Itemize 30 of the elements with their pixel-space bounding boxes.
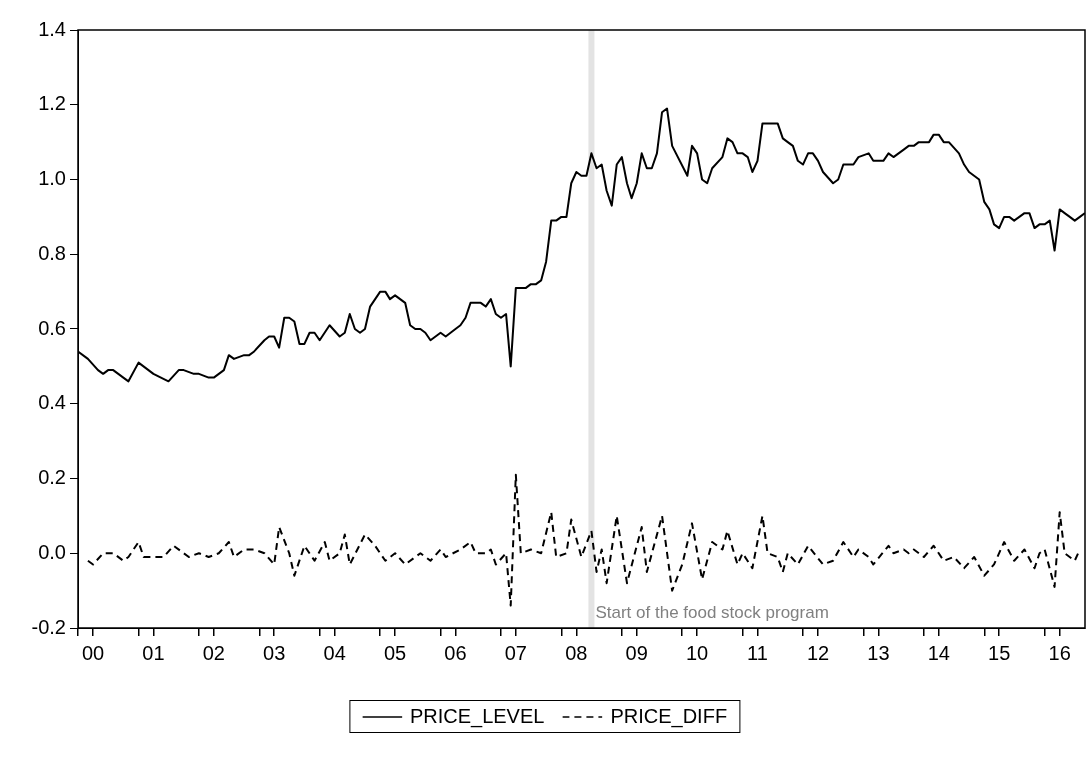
x-tick-label: 02 bbox=[202, 641, 225, 664]
x-tick-label: 01 bbox=[142, 641, 165, 664]
y-tick-label: 0.0 bbox=[38, 540, 66, 563]
x-tick-label: 05 bbox=[383, 641, 407, 664]
x-tick-label: 16 bbox=[1048, 641, 1071, 664]
y-tick-label: 0.8 bbox=[38, 241, 66, 264]
legend-label: PRICE_LEVEL bbox=[409, 705, 545, 728]
y-tick-label: 0.4 bbox=[38, 391, 66, 414]
x-tick-label: 09 bbox=[625, 641, 648, 664]
x-tick-label: 03 bbox=[263, 641, 286, 664]
x-tick-label: 04 bbox=[323, 641, 346, 664]
y-tick-label: 0.2 bbox=[38, 466, 66, 489]
ref-line-label: Start of the food stock program bbox=[595, 603, 829, 623]
x-tick-label: 07 bbox=[504, 641, 527, 664]
x-tick-label: 11 bbox=[747, 641, 768, 664]
x-tick-label: 14 bbox=[927, 641, 950, 664]
x-tick-label: 12 bbox=[806, 641, 830, 664]
x-tick-label: 10 bbox=[685, 641, 709, 664]
x-tick-label: 00 bbox=[81, 641, 105, 664]
x-tick-label: 13 bbox=[867, 641, 890, 664]
y-tick-label: -0.2 bbox=[31, 615, 66, 638]
x-tick-label: 15 bbox=[988, 641, 1011, 664]
line-series bbox=[86, 473, 1081, 607]
y-tick-label: 1.2 bbox=[38, 92, 66, 115]
y-tick-label: 1.0 bbox=[38, 167, 66, 190]
legend-label: PRICE_DIFF bbox=[610, 705, 728, 728]
y-tick-label: 0.6 bbox=[38, 316, 66, 339]
x-tick-label: 06 bbox=[444, 641, 467, 664]
x-tick-label: 08 bbox=[565, 641, 588, 664]
y-tick-label: 1.4 bbox=[38, 17, 66, 40]
